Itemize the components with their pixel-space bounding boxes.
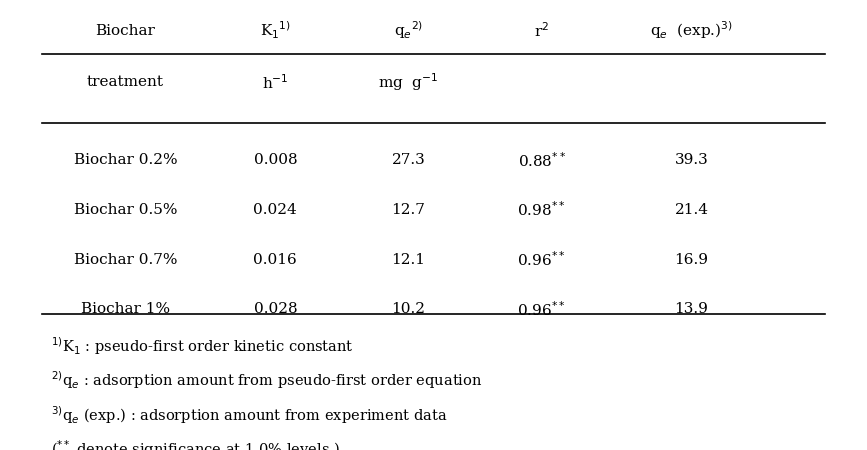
Text: Biochar 0.5%: Biochar 0.5% (74, 203, 177, 217)
Text: q$_e$  (exp.)$^{3)}$: q$_e$ (exp.)$^{3)}$ (650, 20, 733, 41)
Text: 12.1: 12.1 (392, 252, 426, 266)
Text: h$^{-1}$: h$^{-1}$ (262, 73, 289, 92)
Text: Biochar 1%: Biochar 1% (81, 302, 170, 316)
Text: 39.3: 39.3 (675, 153, 708, 167)
Text: $^{3)}$q$_e$ (exp.) : adsorption amount from experiment data: $^{3)}$q$_e$ (exp.) : adsorption amount … (50, 404, 447, 426)
Text: 13.9: 13.9 (675, 302, 708, 316)
Text: 0.024: 0.024 (253, 203, 297, 217)
Text: $^{1)}$K$_1$ : pseudo-first order kinetic constant: $^{1)}$K$_1$ : pseudo-first order kineti… (50, 335, 354, 357)
Text: ($^{**}$ denote significance at 1.0% levels.): ($^{**}$ denote significance at 1.0% lev… (50, 439, 340, 450)
Text: 12.7: 12.7 (392, 203, 426, 217)
Text: 10.2: 10.2 (392, 302, 426, 316)
Text: 0.96$^{**}$: 0.96$^{**}$ (518, 250, 566, 269)
Text: 21.4: 21.4 (675, 203, 708, 217)
Text: Biochar 0.7%: Biochar 0.7% (74, 252, 177, 266)
Text: 0.016: 0.016 (253, 252, 297, 266)
Text: $^{2)}$q$_e$ : adsorption amount from pseudo-first order equation: $^{2)}$q$_e$ : adsorption amount from ps… (50, 369, 482, 392)
Text: q$_e$$^{2)}$: q$_e$$^{2)}$ (394, 20, 423, 41)
Text: K$_1$$^{1)}$: K$_1$$^{1)}$ (260, 20, 290, 41)
Text: treatment: treatment (87, 76, 164, 90)
Text: 27.3: 27.3 (392, 153, 426, 167)
Text: 0.96$^{**}$: 0.96$^{**}$ (518, 300, 566, 319)
Text: 16.9: 16.9 (675, 252, 708, 266)
Text: 0.88$^{**}$: 0.88$^{**}$ (518, 151, 566, 170)
Text: Biochar 0.2%: Biochar 0.2% (74, 153, 178, 167)
Text: Biochar: Biochar (95, 23, 155, 38)
Text: 0.008: 0.008 (253, 153, 297, 167)
Text: 0.98$^{**}$: 0.98$^{**}$ (518, 201, 566, 219)
Text: mg  g$^{-1}$: mg g$^{-1}$ (378, 72, 439, 93)
Text: 0.028: 0.028 (253, 302, 297, 316)
Text: r$^2$: r$^2$ (534, 21, 550, 40)
